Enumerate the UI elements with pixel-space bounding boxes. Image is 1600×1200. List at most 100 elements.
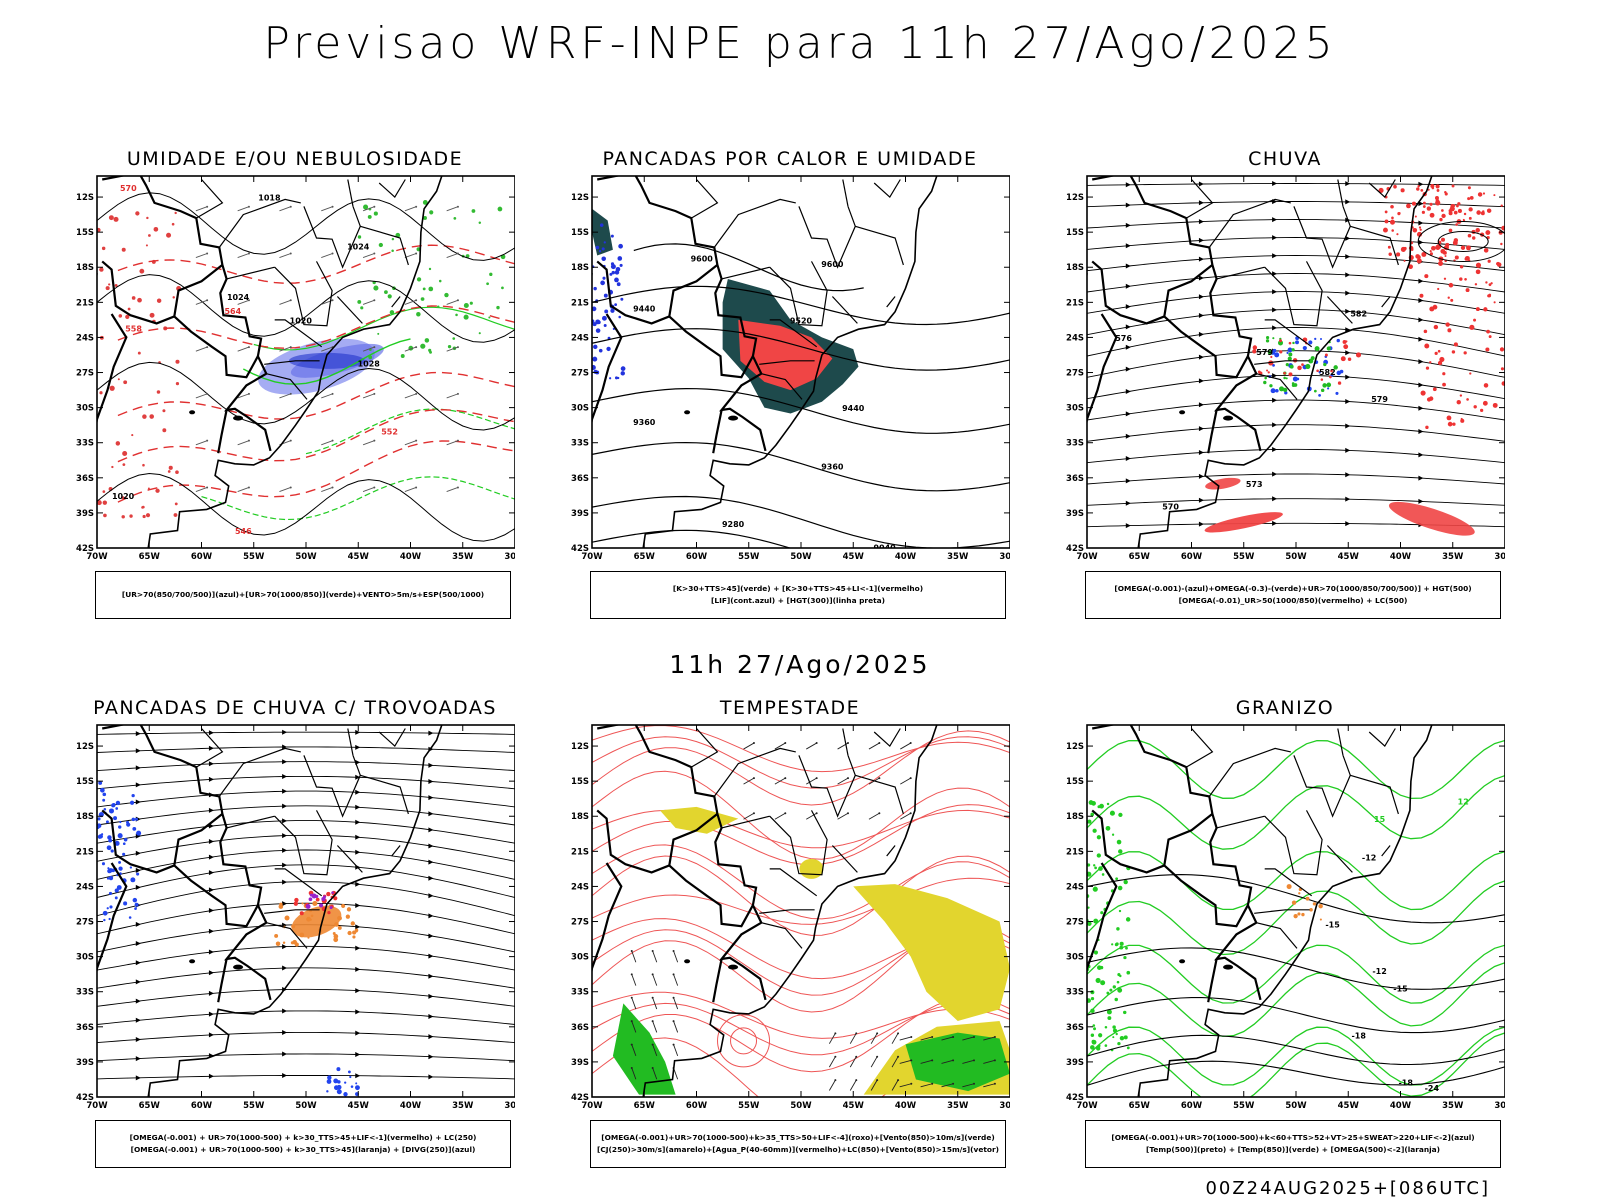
lat-label: 24S	[1066, 882, 1084, 892]
contour-label: 9600	[821, 260, 844, 269]
speckle	[1096, 835, 1101, 840]
thickness-contour-red	[117, 408, 515, 463]
wind-vector-head	[247, 392, 250, 395]
lon-label: 65W	[634, 1101, 656, 1111]
lat-label: 33S	[571, 439, 589, 449]
speckle	[1319, 337, 1323, 340]
speckle	[367, 214, 372, 219]
state-border	[769, 810, 828, 876]
speckle	[141, 505, 145, 509]
speckle	[1329, 375, 1332, 379]
speckle	[1483, 383, 1489, 388]
wind-vector-head	[784, 812, 787, 815]
lat-label: 12S	[1066, 193, 1084, 203]
speckle	[355, 1085, 360, 1091]
speckle	[355, 1082, 358, 1085]
lon-label: 40W	[400, 552, 422, 562]
state-border	[274, 261, 333, 327]
wind-vector-head	[456, 205, 459, 208]
speckle	[428, 267, 432, 271]
speckle	[598, 348, 603, 353]
speckle	[1098, 1033, 1103, 1038]
speckle	[429, 210, 434, 215]
speckle	[1297, 365, 1302, 371]
lon-label: 65W	[139, 552, 161, 562]
speckle	[136, 872, 140, 876]
speckle	[1318, 370, 1321, 374]
wind-vector-head	[910, 1082, 913, 1085]
wind-vector-head	[630, 1020, 633, 1023]
lat-label: 30S	[571, 404, 589, 414]
streamline-arrow	[1345, 496, 1351, 502]
wind-vector-head	[373, 486, 376, 489]
wind-vector	[870, 1079, 878, 1091]
speckle	[137, 351, 141, 355]
wind-vector-head	[373, 439, 376, 442]
speckle	[98, 781, 103, 785]
contour-label: 570	[1162, 502, 1179, 511]
speckle	[1298, 892, 1301, 895]
lat-label: 39S	[76, 509, 94, 519]
country-border	[1163, 315, 1249, 379]
streamline-arrow	[1418, 239, 1424, 245]
wind-vector	[362, 206, 375, 212]
wind-vector	[837, 777, 849, 785]
speckle	[1422, 205, 1426, 208]
lon-label: 40W	[1390, 1101, 1412, 1111]
speckle	[1320, 378, 1324, 381]
lat-label: 42S	[76, 544, 94, 554]
streamline-arrow	[208, 949, 214, 955]
panel-legend: [UR>70(850/700/500)](azul)+[UR>70(1000/8…	[95, 571, 511, 619]
speckle	[416, 311, 421, 317]
wind-vector	[900, 742, 911, 750]
wind-vector-head	[931, 1035, 934, 1038]
speckle	[131, 434, 134, 437]
wind-vector	[870, 1056, 878, 1068]
streamline-arrow	[428, 730, 434, 736]
speckle	[1114, 997, 1118, 1002]
speckle	[135, 211, 140, 216]
streamline	[1087, 374, 1505, 400]
streamline-arrow	[428, 843, 434, 849]
wind-vector-head	[289, 439, 292, 442]
streamline-arrow	[355, 1073, 361, 1079]
lon-label: 65W	[1129, 552, 1151, 562]
speckle	[1305, 363, 1311, 369]
streamline-arrow	[1272, 471, 1278, 477]
speckle	[1468, 216, 1472, 220]
speckle	[149, 414, 154, 419]
streamline-arrow	[1418, 336, 1424, 342]
speckle	[1443, 277, 1447, 280]
wind-vector-head	[373, 346, 376, 349]
contour-label: 9440	[842, 404, 865, 413]
speckle	[1429, 202, 1433, 206]
wind-vector-head	[456, 439, 459, 442]
lake-marker	[1179, 959, 1186, 964]
streamline-arrow	[428, 893, 434, 899]
speckle	[1305, 896, 1310, 901]
lat-label: 42S	[1066, 544, 1084, 554]
lat-label: 21S	[1066, 298, 1084, 308]
wind-vector	[652, 974, 658, 986]
streamline-arrow	[1418, 405, 1424, 411]
contour-label: 1020	[112, 492, 135, 501]
speckle	[1336, 338, 1340, 343]
state-border	[886, 296, 896, 308]
wind-vector-head	[993, 1059, 996, 1062]
panel-legend: [OMEGA(-0.001)+UR>70(1000-500)+k>35_TTS>…	[590, 1120, 1006, 1168]
streamline	[1087, 498, 1505, 506]
speckle	[1277, 340, 1284, 346]
speckle	[175, 382, 180, 386]
lat-label: 21S	[76, 298, 94, 308]
wind-vector-head	[846, 777, 849, 780]
speckle	[1467, 197, 1471, 201]
speckle	[347, 1070, 351, 1074]
lat-label: 18S	[76, 263, 94, 273]
speckle	[343, 1092, 348, 1097]
speckle	[437, 305, 440, 308]
wind-vector	[806, 742, 817, 750]
speckle	[1465, 288, 1470, 293]
wind-vector-head	[672, 996, 675, 999]
streamline-arrow	[355, 849, 361, 855]
wind-vector	[962, 1036, 975, 1041]
